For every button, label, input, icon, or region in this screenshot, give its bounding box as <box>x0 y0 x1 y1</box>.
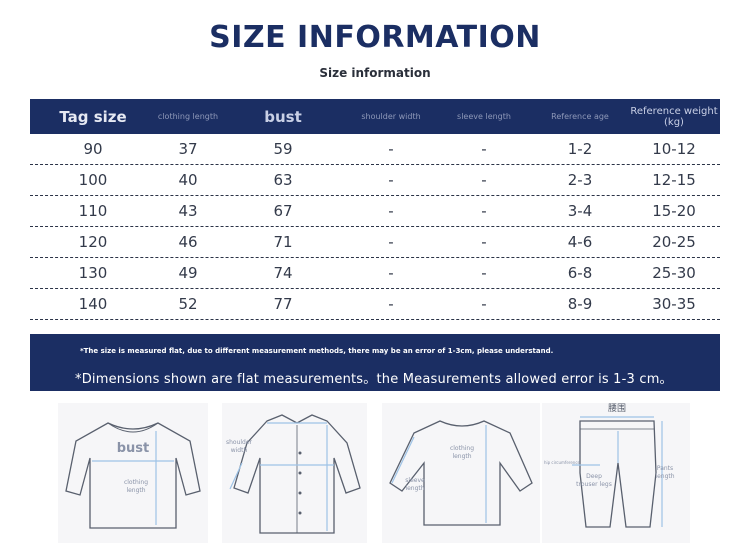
cell-shoulder: - <box>388 202 394 220</box>
cell-length: 40 <box>178 171 198 189</box>
cell-tag: 140 <box>78 295 108 313</box>
pants-length-label: Pants length <box>655 465 675 480</box>
cell-sleeve: - <box>481 171 487 189</box>
pants-hip-label: hip circumference <box>543 460 581 465</box>
cell-sleeve: - <box>481 202 487 220</box>
page-subtitle: Size information <box>319 66 431 80</box>
header-shoulder-width: shoulder width <box>361 111 421 121</box>
cell-age: 1-2 <box>567 140 593 158</box>
tshirt-diagram: bust clothing length <box>58 403 208 543</box>
cell-shoulder: - <box>388 171 394 189</box>
cell-sleeve: - <box>481 264 487 282</box>
cell-bust: 67 <box>273 202 293 220</box>
table-header: Tag size clothing length bust shoulder w… <box>30 99 720 134</box>
sweater-icon <box>389 420 533 526</box>
cell-tag: 130 <box>78 264 108 282</box>
cell-weight: 15-20 <box>652 202 696 220</box>
table-row: 140 52 77 - - 8-9 30-35 <box>30 289 720 320</box>
table-row: 90 37 59 - - 1-2 10-12 <box>30 134 720 165</box>
header-bust: bust <box>264 107 302 126</box>
cell-shoulder: - <box>388 233 394 251</box>
cell-length: 46 <box>178 233 198 251</box>
page-title: SIZE INFORMATION <box>209 20 541 55</box>
tshirt-length-label: clothing length <box>123 479 149 494</box>
cell-tag: 110 <box>78 202 108 220</box>
cell-bust: 59 <box>273 140 293 158</box>
tshirt-icon <box>65 422 201 529</box>
cell-tag: 100 <box>78 171 108 189</box>
cell-bust: 63 <box>273 171 293 189</box>
cell-length: 49 <box>178 264 198 282</box>
sweater-sleeve-label: sleeve length <box>405 477 425 492</box>
shirt-diagram: shoulder width <box>222 403 367 543</box>
table-row: 110 43 67 - - 3-4 15-20 <box>30 196 720 227</box>
cell-shoulder: - <box>388 295 394 313</box>
cell-age: 6-8 <box>567 264 593 282</box>
shirt-shoulder-label: shoulder width <box>225 439 253 454</box>
cell-shoulder: - <box>388 140 394 158</box>
cell-weight: 30-35 <box>652 295 696 313</box>
sweater-diagram: clothing length sleeve length <box>382 403 540 543</box>
cell-length: 43 <box>178 202 198 220</box>
cell-bust: 77 <box>273 295 293 313</box>
header-sleeve-length: sleeve length <box>457 111 511 121</box>
cell-weight: 25-30 <box>652 264 696 282</box>
cell-age: 2-3 <box>567 171 593 189</box>
cell-sleeve: - <box>481 140 487 158</box>
cell-tag: 90 <box>83 140 103 158</box>
cell-age: 8-9 <box>567 295 593 313</box>
cell-weight: 12-15 <box>652 171 696 189</box>
cell-weight: 20-25 <box>652 233 696 251</box>
notes-box: *The size is measured flat, due to diffe… <box>30 334 720 391</box>
sweater-length-label: clothing length <box>449 445 475 460</box>
cell-weight: 10-12 <box>652 140 696 158</box>
cell-age: 4-6 <box>567 233 593 251</box>
pants-deep-legs-label: Deep trouser legs <box>576 473 612 488</box>
cell-shoulder: - <box>388 264 394 282</box>
pants-diagram: 腰围 hip circumference Deep trouser legs P… <box>542 403 690 543</box>
cell-sleeve: - <box>481 233 487 251</box>
header-tag-size: Tag size <box>59 107 127 126</box>
table-body: 90 37 59 - - 1-2 10-12 100 40 63 - - 2-3 12-15 110 43 67… <box>30 134 720 320</box>
cell-tag: 120 <box>78 233 108 251</box>
header-clothing-length: clothing length <box>157 111 219 121</box>
cell-sleeve: - <box>481 295 487 313</box>
cell-length: 37 <box>178 140 198 158</box>
cell-bust: 74 <box>273 264 293 282</box>
table-row: 120 46 71 - - 4-6 20-25 <box>30 227 720 258</box>
pants-icon <box>572 416 663 528</box>
note-small: *The size is measured flat, due to diffe… <box>80 347 554 355</box>
header-reference-weight: Reference weight (kg) <box>630 105 718 128</box>
cell-age: 3-4 <box>567 202 593 220</box>
table-row: 130 49 74 - - 6-8 25-30 <box>30 258 720 289</box>
shirt-icon <box>229 414 361 534</box>
size-table: Tag size clothing length bust shoulder w… <box>30 99 720 320</box>
cell-bust: 71 <box>273 233 293 251</box>
measurement-diagrams: bust clothing length shoulder width clot… <box>0 403 750 545</box>
cell-length: 52 <box>178 295 198 313</box>
pants-waist-label: 腰围 <box>607 404 626 414</box>
table-row: 100 40 63 - - 2-3 12-15 <box>30 165 720 196</box>
header-reference-age: Reference age <box>551 111 609 121</box>
note-large: *Dimensions shown are flat measurements。… <box>75 372 673 387</box>
tshirt-bust-label: bust <box>116 441 150 456</box>
